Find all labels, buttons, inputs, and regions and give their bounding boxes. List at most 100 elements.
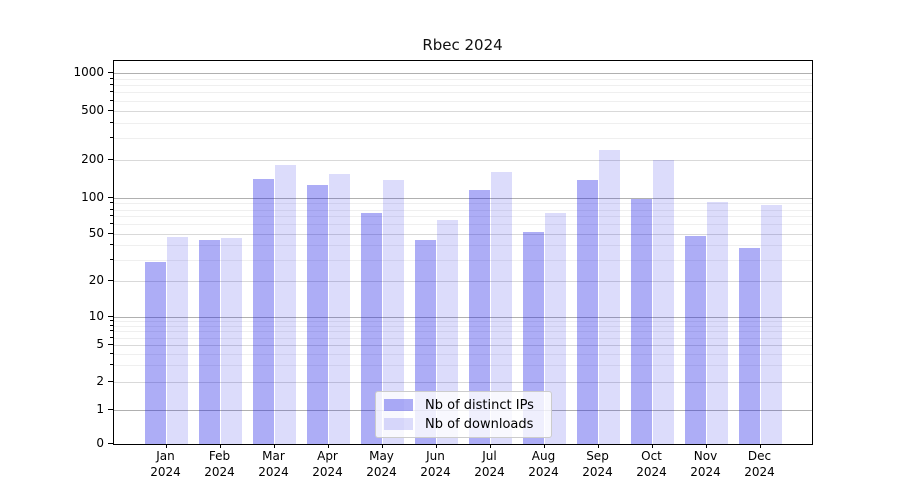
y-axis-tick-label: 20 (88, 273, 104, 288)
x-axis-year-label: 2024 (582, 465, 613, 479)
y-axis-minor-tick (110, 91, 113, 93)
x-axis-year-label: 2024 (366, 465, 397, 479)
x-axis-year-label: 2024 (150, 465, 181, 479)
bar-nb-of-downloads (652, 160, 675, 444)
y-axis-tick-label: 2 (96, 373, 104, 388)
x-axis-tick (273, 444, 275, 448)
bar-nb-of-downloads (274, 164, 297, 444)
grid-major-line (114, 344, 812, 346)
x-axis-tick (327, 444, 329, 448)
bar-nb-of-distinct-ips (684, 235, 707, 444)
grid-major-line (114, 381, 812, 383)
x-axis-tick (219, 444, 221, 448)
grid-minor-line (114, 321, 812, 323)
legend-swatch-distinct-ips (384, 399, 413, 411)
x-axis-month-label: Jan (156, 449, 175, 463)
y-axis-minor-tick (110, 324, 113, 326)
grid-minor-line (114, 353, 812, 355)
x-axis-tick-label: Aug 2024 (514, 448, 574, 480)
legend-label-downloads: Nb of downloads (425, 416, 534, 432)
y-axis-tick (108, 197, 113, 198)
x-axis-year-label: 2024 (420, 465, 451, 479)
grid-minor-line (114, 224, 812, 226)
x-axis-tick-label: May 2024 (352, 448, 412, 480)
grid-minor-line (114, 78, 812, 80)
y-axis-tick-label: 5 (96, 336, 104, 351)
bar-nb-of-downloads (760, 204, 783, 444)
y-axis-minor-tick (110, 137, 113, 139)
grid-minor-line (114, 92, 812, 94)
y-axis-tick (108, 408, 113, 410)
y-axis-tick (108, 280, 113, 282)
grid-minor-line (114, 365, 812, 367)
y-axis-tick-label: 50 (88, 225, 104, 240)
bar-nb-of-downloads (544, 212, 567, 444)
y-axis-tick (108, 316, 113, 317)
y-axis-tick-label: 500 (81, 102, 104, 117)
x-axis-month-label: Sep (586, 449, 609, 463)
y-axis-minor-tick (110, 77, 113, 79)
x-axis-tick (651, 444, 653, 448)
grid-minor-line (114, 260, 812, 262)
chart-title: Rbec 2024 (422, 36, 503, 54)
grid-major-line (114, 233, 812, 235)
x-axis-month-label: May (369, 449, 394, 463)
y-axis-minor-tick (110, 215, 113, 217)
x-axis-month-label: Jul (482, 449, 497, 463)
bar-nb-of-distinct-ips (252, 178, 275, 444)
x-axis-tick (165, 444, 167, 448)
bar-nb-of-downloads (706, 201, 729, 444)
x-axis-year-label: 2024 (744, 465, 775, 479)
bar-nb-of-downloads (328, 174, 351, 444)
grid-major-line (114, 281, 812, 283)
x-axis-tick (543, 444, 545, 448)
legend-swatch-downloads (384, 418, 413, 430)
y-axis-tick-label: 200 (81, 152, 104, 167)
grid-major-line (114, 110, 812, 112)
grid-minor-line (114, 209, 812, 211)
y-axis-minor-tick (110, 364, 113, 366)
x-axis-tick-label: Apr 2024 (298, 448, 358, 480)
x-axis-tick-label: Jun 2024 (406, 448, 466, 480)
x-axis-tick-label: Dec 2024 (730, 448, 790, 480)
y-axis-minor-tick (110, 208, 113, 210)
x-axis-year-label: 2024 (474, 465, 505, 479)
grid-minor-line (114, 331, 812, 333)
x-axis-tick-label: Jan 2024 (136, 448, 196, 480)
y-axis-tick (108, 159, 113, 161)
x-axis-tick (759, 444, 761, 448)
bar-nb-of-distinct-ips (360, 212, 383, 444)
x-axis-month-label: Mar (262, 449, 285, 463)
x-axis-month-label: Jun (426, 449, 445, 463)
bar-nb-of-distinct-ips (576, 179, 599, 444)
grid-minor-line (114, 100, 812, 102)
y-axis-minor-tick (110, 336, 113, 338)
grid-decade-line (114, 73, 812, 74)
y-axis-minor-tick (110, 320, 113, 322)
bar-nb-of-distinct-ips (144, 261, 167, 444)
y-axis-tick-label: 0 (96, 436, 104, 450)
bar-nb-of-distinct-ips (198, 240, 221, 444)
y-axis-tick-label: 1000 (73, 65, 104, 79)
x-axis-month-label: Apr (317, 449, 338, 463)
bar-nb-of-distinct-ips (306, 185, 329, 444)
bar-nb-of-distinct-ips (630, 199, 653, 444)
bar-nb-of-distinct-ips (738, 248, 761, 444)
y-axis-minor-tick (110, 99, 113, 101)
bar-nb-of-downloads (490, 172, 513, 444)
x-axis-tick-label: Sep 2024 (568, 448, 628, 480)
y-axis-minor-tick (110, 330, 113, 332)
x-axis-tick-label: Nov 2024 (676, 448, 736, 480)
grid-minor-line (114, 216, 812, 218)
x-axis-tick (381, 444, 383, 448)
x-axis-month-label: Oct (641, 449, 662, 463)
grid-minor-line (114, 325, 812, 327)
y-axis-tick (108, 109, 113, 111)
bar-nb-of-downloads (166, 237, 189, 444)
x-axis-tick-label: Feb 2024 (190, 448, 250, 480)
x-axis-tick (597, 444, 599, 448)
grid-minor-line (114, 203, 812, 205)
grid-minor-line (114, 337, 812, 339)
y-axis-tick (108, 380, 113, 382)
grid-minor-line (114, 85, 812, 87)
